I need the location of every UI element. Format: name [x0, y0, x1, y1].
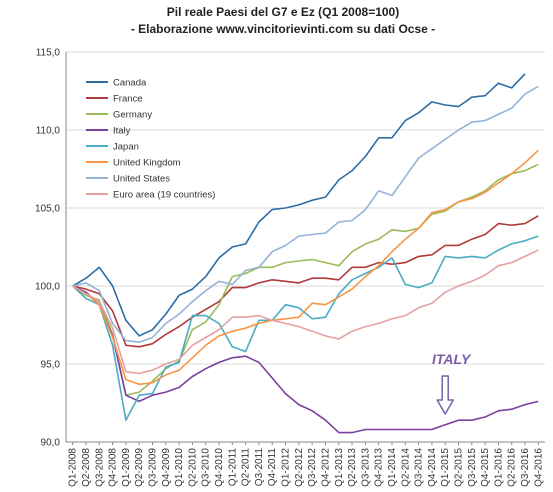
x-tick-label: Q4-2009: [161, 448, 172, 487]
y-tick-label: 110,0: [36, 126, 61, 137]
italy-annotation: ITALY: [432, 351, 472, 415]
x-tick-label: Q2-2013: [347, 448, 358, 487]
x-tick-label: Q1-2009: [121, 448, 132, 487]
x-tick-label: Q1-2013: [334, 448, 345, 487]
x-tick-label: Q2-2014: [400, 448, 411, 487]
x-tick-label: Q4-2016: [533, 448, 544, 487]
x-tick-label: Q1-2012: [281, 448, 292, 487]
legend: Canada France Germany Italy Japan United King…: [86, 78, 215, 201]
y-tick-label: 105,0: [35, 204, 60, 215]
x-tick-label: Q3-2013: [360, 448, 371, 487]
x-tick-label: Q2-2010: [187, 448, 198, 487]
x-tick-label: Q1-2008: [68, 448, 79, 487]
down-arrow-icon: [436, 375, 454, 415]
series-line-canada: [72, 73, 526, 337]
series-line-united-states: [72, 85, 539, 344]
x-tick-label: Q3-2015: [467, 448, 478, 487]
legend-label: Euro area (19 countries): [113, 190, 215, 201]
x-tick-label: Q3-2009: [147, 448, 158, 487]
x-tick-label: Q2-2008: [81, 448, 92, 487]
x-tick-label: Q4-2013: [374, 448, 385, 487]
x-tick-label: Q1-2016: [493, 448, 504, 487]
x-tick-label: Q2-2012: [294, 448, 305, 487]
y-tick-label: 100,0: [35, 282, 60, 293]
legend-label: Japan: [113, 142, 139, 153]
x-tick-label: Q3-2011: [254, 448, 265, 487]
legend-label: Germany: [113, 110, 152, 121]
x-tick-label: Q2-2009: [134, 448, 145, 487]
x-axis: Q1-2008 Q2-2008 Q3-2008 Q4-2008 Q1-2009 Q2-20…: [66, 441, 545, 487]
x-tick-label: Q4-2015: [480, 448, 491, 487]
x-tick-label: Q3-2016: [520, 448, 531, 487]
x-tick-label: Q3-2012: [307, 448, 318, 487]
y-axis: 90,0 95,0 100,0 105,0 110,0 115,0: [35, 48, 67, 449]
series-line-japan: [72, 235, 539, 422]
legend-label: Italy: [113, 126, 131, 137]
x-tick-label: Q4-2014: [427, 448, 438, 487]
x-tick-label: Q1-2011: [227, 448, 238, 487]
x-tick-label: Q4-2008: [108, 448, 119, 487]
annotation-label: ITALY: [432, 351, 472, 367]
legend-label: France: [113, 94, 143, 105]
series-line-france: [72, 215, 539, 348]
legend-label: United States: [113, 174, 170, 185]
chart-subtitle: - Elaborazione www.vincitorievinti.com s…: [131, 22, 435, 36]
series-lines: [72, 73, 539, 434]
y-tick-label: 95,0: [41, 360, 61, 371]
y-tick-label: 90,0: [41, 438, 61, 449]
legend-label: Canada: [113, 78, 147, 89]
x-tick-label: Q1-2015: [440, 448, 451, 487]
x-tick-label: Q4-2011: [267, 448, 278, 487]
series-line-italy: [72, 285, 539, 434]
series-line-united-kingdom: [72, 149, 539, 386]
x-tick-label: Q1-2010: [174, 448, 185, 487]
x-tick-label: Q2-2016: [507, 448, 518, 487]
x-tick-label: Q3-2008: [94, 448, 105, 487]
x-tick-label: Q1-2014: [387, 448, 398, 487]
x-tick-label: Q4-2010: [214, 448, 225, 487]
x-tick-label: Q2-2011: [241, 448, 252, 487]
y-tick-label: 115,0: [36, 48, 61, 59]
x-tick-label: Q3-2014: [414, 448, 425, 487]
x-tick-label: Q2-2015: [454, 448, 465, 487]
x-tick-label: Q3-2010: [201, 448, 212, 487]
legend-label: United Kingdom: [113, 158, 181, 169]
chart-title: Pil reale Paesi del G7 e Ez (Q1 2008=100…: [167, 5, 399, 19]
series-line-euro-area-19-countries: [72, 249, 539, 375]
x-tick-label: Q4-2012: [320, 448, 331, 487]
